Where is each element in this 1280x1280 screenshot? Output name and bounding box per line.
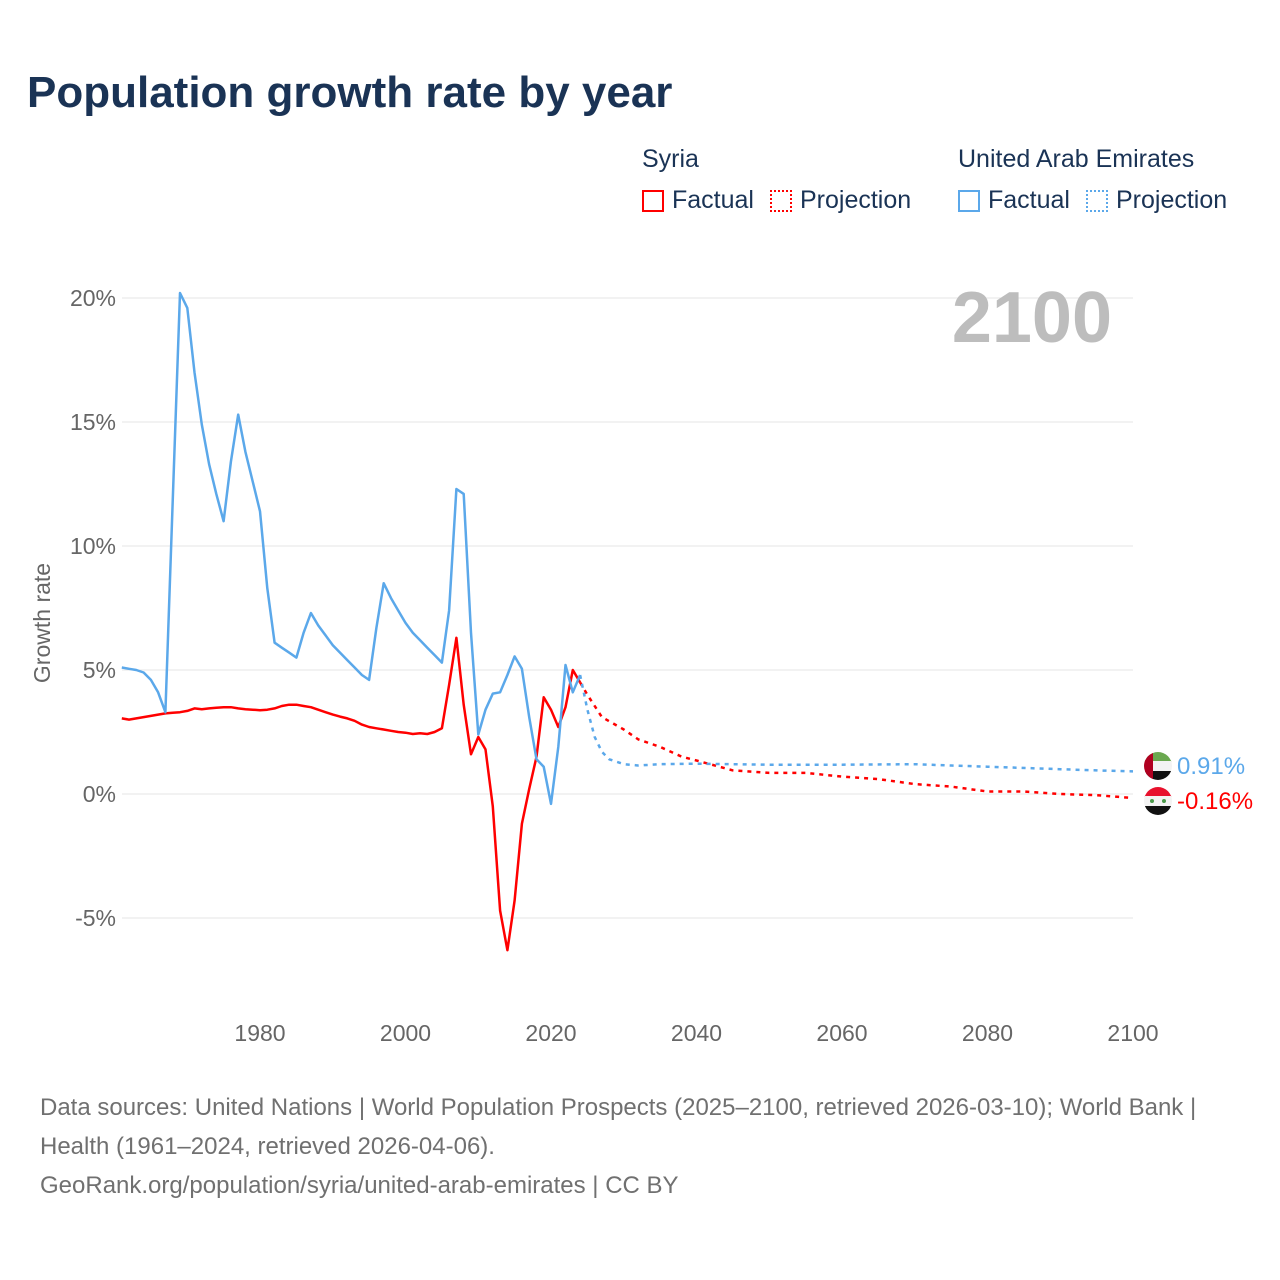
x-tick-label: 1980 [234, 1020, 285, 1046]
data-sources: Data sources: United Nations | World Pop… [40, 1094, 1197, 1160]
line-chart: -5% 0% 5% 10% 15% 20% 1980 2000 2020 2040 2060 2080… [29, 278, 1253, 1046]
series-line-united-arab-emirates-projection [578, 674, 1134, 773]
legend-syria-factual[interactable]: Factual [642, 186, 754, 215]
y-tick-label: 0% [83, 781, 116, 807]
legend-group-name: United Arab Emirates [958, 145, 1195, 173]
x-tick-label: 2040 [671, 1020, 722, 1046]
y-tick-label: 20% [70, 285, 116, 311]
end-label-syria: -0.16% [1177, 788, 1253, 815]
series-line-united-arab-emirates-factual [121, 291, 582, 806]
series-line-syria-factual [121, 636, 582, 952]
end-label-uae: 0.91% [1177, 753, 1245, 780]
solid-swatch-icon [642, 189, 664, 212]
year-watermark: 2100 [952, 278, 1112, 358]
legend-uae-projection[interactable]: Projection [1085, 186, 1228, 215]
series-line-syria-projection [579, 681, 1134, 800]
legend-label: Projection [1115, 186, 1228, 214]
x-tick-label: 2000 [380, 1020, 431, 1046]
uae-flag-icon [1144, 752, 1172, 780]
dotted-swatch-icon [769, 189, 792, 212]
dotted-swatch-icon [1085, 189, 1108, 212]
legend-label: Factual [988, 186, 1070, 214]
syria-flag-icon [1144, 787, 1172, 815]
legend-label: Projection [799, 186, 912, 214]
y-tick-label: -5% [75, 905, 116, 931]
x-tick-label: 2020 [525, 1020, 576, 1046]
y-axis-label: Growth rate [29, 563, 55, 683]
y-tick-label: 10% [70, 533, 116, 559]
x-tick-label: 2080 [962, 1020, 1013, 1046]
legend-group-name: Syria [642, 145, 699, 173]
legend-syria-projection[interactable]: Projection [769, 186, 912, 215]
source-link[interactable]: GeoRank.org/population/syria/united-arab… [40, 1172, 679, 1199]
chart-title: Population growth rate by year [27, 68, 673, 117]
legend-label: Factual [672, 186, 754, 214]
legend-uae-factual[interactable]: Factual [958, 186, 1070, 215]
y-tick-label: 15% [70, 409, 116, 435]
solid-swatch-icon [958, 189, 980, 212]
x-tick-label: 2100 [1107, 1020, 1158, 1046]
y-tick-label: 5% [83, 657, 116, 683]
legend-uae: United Arab Emirates Factual Projection [958, 145, 1243, 215]
legend-syria: Syria Factual Projection [642, 145, 927, 215]
x-tick-label: 2060 [816, 1020, 867, 1046]
footer: Data sources: United Nations | World Pop… [40, 1088, 1240, 1205]
